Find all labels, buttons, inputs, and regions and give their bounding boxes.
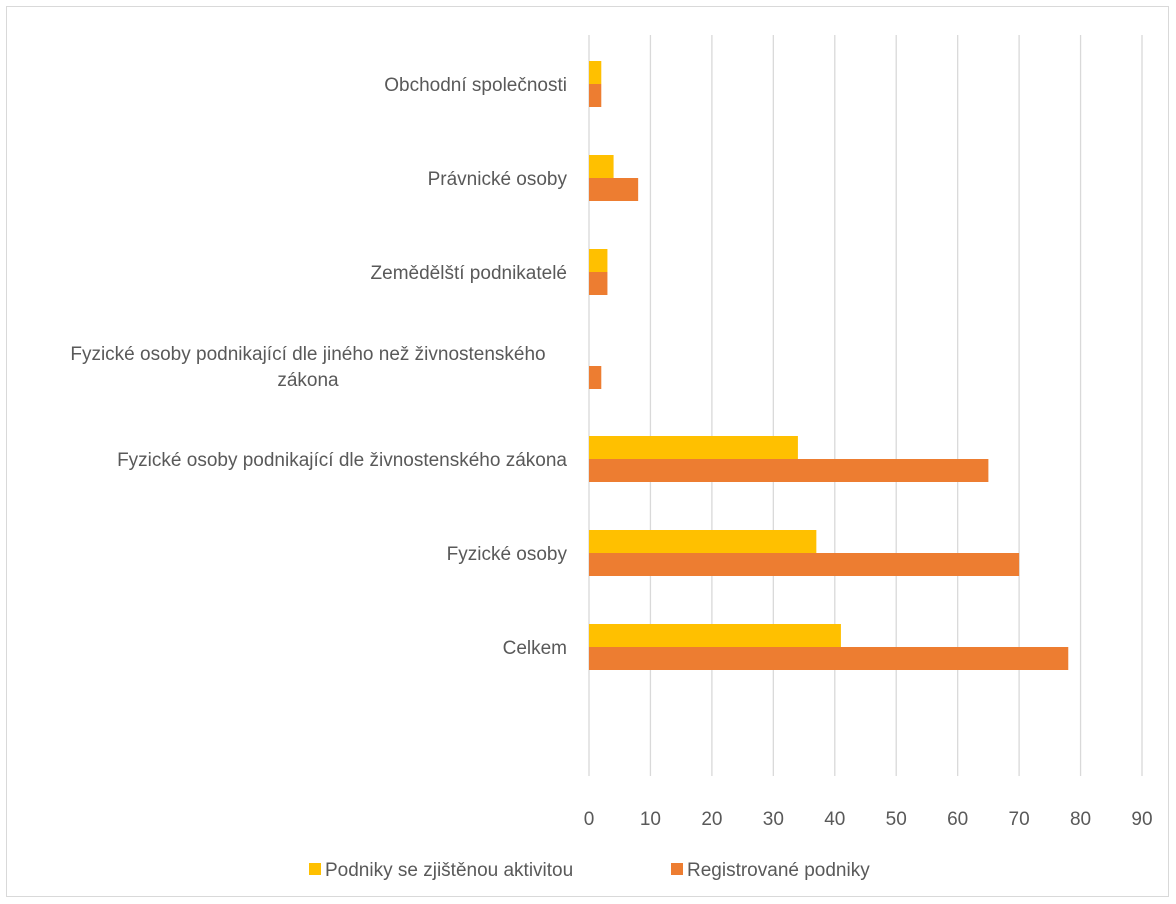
- category-label: Obchodní společnosti: [384, 75, 567, 96]
- bar-active: [589, 530, 817, 553]
- x-tick-label: 80: [1070, 809, 1091, 830]
- x-tick-label: 60: [947, 809, 968, 830]
- bar-registered: [589, 178, 639, 201]
- legend-label: Registrované podniky: [687, 860, 870, 881]
- chart-frame: [6, 6, 1169, 897]
- legend-swatch: [309, 863, 321, 875]
- category-label: Fyzické osoby: [447, 544, 568, 565]
- category-label: Zemědělští podnikatelé: [371, 263, 567, 284]
- bar-registered: [589, 647, 1069, 670]
- x-tick-label: 0: [584, 809, 595, 830]
- x-tick-label: 10: [640, 809, 661, 830]
- bar-registered: [589, 84, 602, 107]
- bar-active: [589, 436, 798, 459]
- bar-active: [589, 624, 841, 647]
- x-tick-label: 20: [701, 809, 722, 830]
- category-label: Právnické osoby: [428, 169, 568, 190]
- bar-active: [589, 155, 614, 178]
- bar-registered: [589, 459, 989, 482]
- x-axis-ticks: 0 10 20 30 40 50 60 70 80 90: [584, 809, 1153, 830]
- category-label: Celkem: [503, 638, 567, 659]
- bar-registered: [589, 272, 608, 295]
- legend-swatch: [671, 863, 683, 875]
- legend: Podniky se zjištěnou aktivitou Registrova…: [309, 860, 870, 881]
- x-tick-label: 30: [763, 809, 784, 830]
- x-tick-label: 70: [1009, 809, 1030, 830]
- bar-registered: [589, 366, 602, 389]
- x-tick-label: 40: [824, 809, 845, 830]
- category-label: Fyzické osoby podnikající dle jiného než…: [70, 344, 545, 391]
- x-tick-label: 90: [1131, 809, 1152, 830]
- bar-registered: [589, 553, 1020, 576]
- legend-label: Podniky se zjištěnou aktivitou: [325, 860, 573, 881]
- bars: [589, 61, 1069, 670]
- x-tick-label: 50: [886, 809, 907, 830]
- category-label: Fyzické osoby podnikající dle živnostens…: [117, 450, 567, 471]
- category-labels: Obchodní společnosti Právnické osoby Zeměd…: [70, 75, 567, 659]
- bar-active: [589, 249, 608, 272]
- bar-active: [589, 61, 602, 84]
